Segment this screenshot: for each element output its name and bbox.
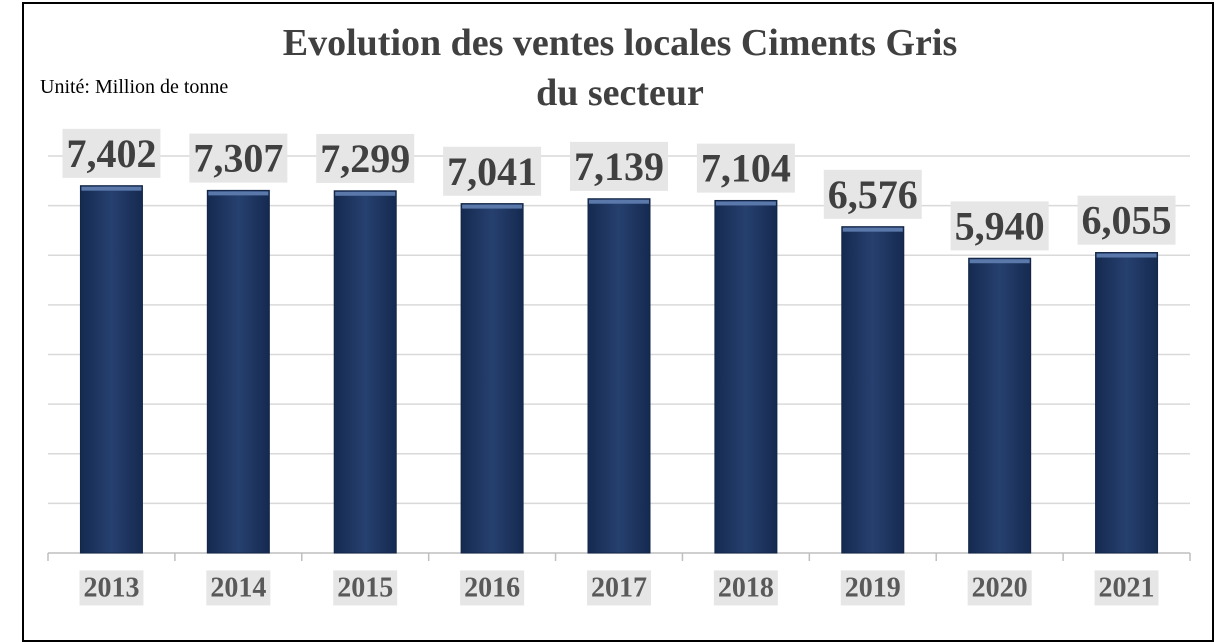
bar — [714, 199, 778, 554]
data-label: 7,307 — [193, 136, 283, 181]
chart-subtitle: Unité: Million de tonne — [40, 76, 229, 98]
bar — [968, 257, 1032, 554]
bar-bevel — [1096, 253, 1157, 258]
x-tick-label: 2018 — [718, 572, 774, 603]
data-label-bg — [1077, 195, 1176, 245]
x-tick-label-bg — [840, 570, 905, 606]
data-label-bg — [823, 169, 922, 219]
data-label-bg — [696, 143, 795, 193]
x-tick-label-bg — [460, 570, 525, 606]
bar-bevel — [208, 191, 269, 196]
bar — [79, 185, 143, 554]
chart-title: Evolution des ventes locales Ciments Gri… — [282, 22, 958, 114]
x-tick-label-bg — [967, 570, 1032, 606]
bar-bevel — [842, 227, 903, 232]
data-label: 7,104 — [701, 146, 791, 191]
data-label: 7,139 — [574, 144, 664, 189]
bar — [587, 198, 651, 554]
data-label-bg — [62, 128, 161, 178]
bar — [1095, 252, 1159, 554]
bar — [206, 189, 270, 554]
x-tick-label: 2013 — [83, 572, 139, 603]
data-label: 7,402 — [66, 131, 156, 176]
chart: 2013 7,402 2014 7,307 2015 7,299 2016 7,041 2017… — [47, 128, 1191, 606]
bar-bevel — [589, 199, 649, 204]
data-label: 6,576 — [828, 172, 918, 217]
data-label-bg — [316, 133, 415, 183]
x-tick-label-bg — [1094, 570, 1159, 606]
data-label-bg — [950, 201, 1049, 251]
page: 2013 7,402 2014 7,307 2015 7,299 2016 7,041 2017… — [22, 2, 1214, 642]
x-tick-label: 2021 — [1099, 572, 1155, 603]
x-tick-label: 2020 — [972, 572, 1028, 603]
data-label-bg — [189, 133, 288, 183]
x-tick-label-bg — [587, 570, 651, 606]
x-tick-label-bg — [79, 570, 144, 606]
x-tick-label-bg — [206, 570, 271, 606]
data-label-bg — [443, 146, 542, 196]
x-tick-label-bg — [333, 570, 398, 606]
data-label: 7,299 — [320, 136, 410, 181]
x-tick-label: 2019 — [845, 572, 901, 603]
bar — [841, 226, 905, 554]
bar-bevel — [462, 204, 523, 209]
x-tick-label: 2015 — [337, 572, 393, 603]
bar-bevel — [81, 186, 142, 191]
x-tick-label: 2016 — [464, 572, 520, 603]
bar-bevel — [715, 201, 776, 206]
bar — [333, 190, 397, 554]
data-label: 6,055 — [1082, 198, 1172, 243]
data-label: 5,940 — [955, 203, 1045, 248]
x-tick-label-bg — [713, 570, 778, 606]
x-tick-label: 2014 — [210, 572, 266, 603]
data-label: 7,041 — [447, 149, 537, 194]
bar-bevel — [969, 259, 1030, 264]
x-tick-label: 2017 — [591, 572, 647, 603]
bar-bevel — [335, 191, 396, 196]
bar — [460, 203, 524, 554]
data-label-bg — [570, 141, 668, 191]
